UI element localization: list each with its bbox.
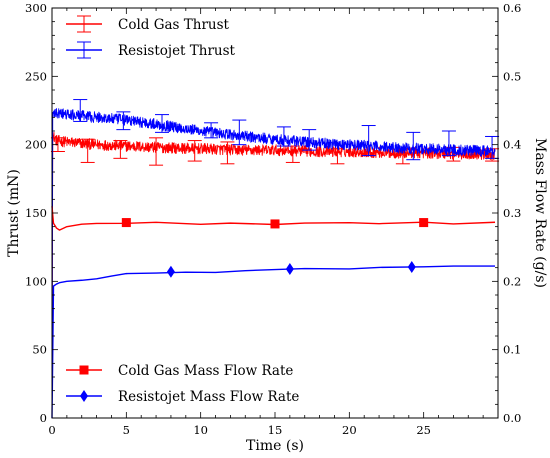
marker-square-2-0 <box>121 218 131 228</box>
legend-label-0-1: Resistojet Thrust <box>118 43 236 59</box>
y-left-tick-label: 300 <box>25 1 47 15</box>
y-left-tick-label: 200 <box>25 138 47 152</box>
y-left-tick-label: 100 <box>25 274 47 288</box>
y-left-tick-label: 150 <box>25 206 47 220</box>
y-left-tick-label: 0 <box>40 411 47 425</box>
y-right-tick-label: 0.1 <box>503 343 521 357</box>
marker-diamond-3-1 <box>285 263 294 276</box>
y-right-tick-label: 0.5 <box>503 69 521 83</box>
x-tick-label: 15 <box>268 423 283 437</box>
legend-label-0-0: Cold Gas Thrust <box>118 17 230 33</box>
x-tick-label: 10 <box>193 423 208 437</box>
x-axis-label: Time (s) <box>246 438 304 454</box>
y-right-tick-label: 0.2 <box>503 274 521 288</box>
y-right-tick-label: 0.4 <box>503 138 521 152</box>
y-right-tick-label: 0.3 <box>503 206 521 220</box>
y-left-tick-label: 250 <box>25 69 47 83</box>
axes-layer: 0 5 10 15 20 250501001502002503000.00.10.20.3… <box>25 1 521 437</box>
x-tick-label: 5 <box>123 423 130 437</box>
legend-marker-square-1-0 <box>79 365 89 375</box>
x-tick-label: 20 <box>342 423 357 437</box>
y-right-tick-label: 0.0 <box>503 411 521 425</box>
marker-square-2-2 <box>419 218 429 228</box>
series-layer <box>50 99 500 419</box>
y-axis-left-label: Thrust (mN) <box>6 169 22 257</box>
y-right-tick-label: 0.6 <box>503 1 521 15</box>
y-axis-right-label: Mass Flow Rate (g/s) <box>532 138 548 288</box>
legend-marker-diamond-1-1 <box>80 390 88 402</box>
marker-square-2-1 <box>270 219 280 229</box>
legend-label-1-1: Resistojet Mass Flow Rate <box>118 389 299 405</box>
legend-label-1-0: Cold Gas Mass Flow Rate <box>118 363 293 379</box>
y-left-tick-label: 50 <box>32 343 47 357</box>
series-line-2 <box>51 206 496 231</box>
legend-layer: Cold Gas Thrust Resistojet Thrust Cold Gas… <box>66 15 299 405</box>
marker-diamond-3-2 <box>407 260 416 273</box>
series-line-1 <box>51 108 496 419</box>
plot-frame <box>51 7 499 419</box>
marker-diamond-3-0 <box>166 265 175 278</box>
x-tick-label: 25 <box>416 423 431 437</box>
x-tick-label: 0 <box>48 423 55 437</box>
